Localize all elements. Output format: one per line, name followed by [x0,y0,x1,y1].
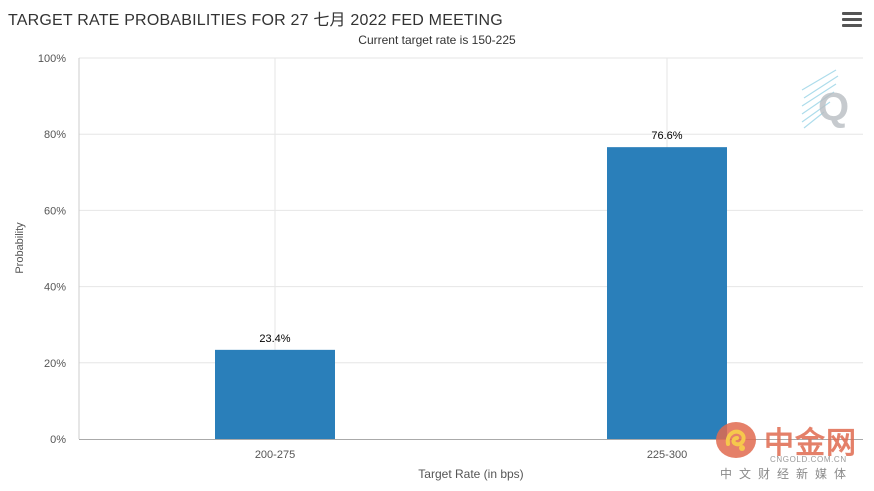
x-tick-label: 225-300 [647,449,687,461]
x-axis-ticks: 200-275 225-300 [255,449,687,461]
hamburger-menu-icon[interactable] [842,12,862,30]
y-axis-ticks: 0% 20% 40% 60% 80% 100% [38,53,66,446]
cngold-brand-url: CNGOLD.COM.CN [770,455,847,464]
grid-lines [78,57,863,440]
y-axis-label: Probability [14,222,26,274]
bar[interactable] [607,147,727,440]
y-tick-label: 100% [38,53,66,65]
cngold-brand-name: 中金网 [764,426,857,461]
x-axis-label: Target Rate (in bps) [418,467,523,481]
q-logo-letter: Q [818,85,849,129]
q-logo-watermark: Q [801,69,849,129]
bars: 23.4% 76.6% [215,130,727,440]
y-tick-label: 0% [50,434,66,446]
y-tick-label: 20% [44,358,66,370]
menu-line [842,24,862,27]
bar-value-label: 76.6% [651,130,682,142]
cngold-watermark: 中金网 CNGOLD.COM.CN 中文财经新媒体 [714,418,864,484]
bar[interactable] [215,349,335,439]
y-tick-label: 80% [44,129,66,141]
menu-line [842,12,862,15]
cngold-brand-tagline: 中文财经新媒体 [720,467,854,481]
chart-title: TARGET RATE PROBABILITIES FOR 27 七月 2022… [8,12,503,29]
cngold-logo-icon [716,422,756,458]
chart-subtitle: Current target rate is 150-225 [358,33,516,47]
x-tick-label: 200-275 [255,449,295,461]
y-tick-label: 60% [44,205,66,217]
y-tick-label: 40% [44,282,66,294]
bar-value-label: 23.4% [259,333,290,345]
menu-line [842,18,862,21]
